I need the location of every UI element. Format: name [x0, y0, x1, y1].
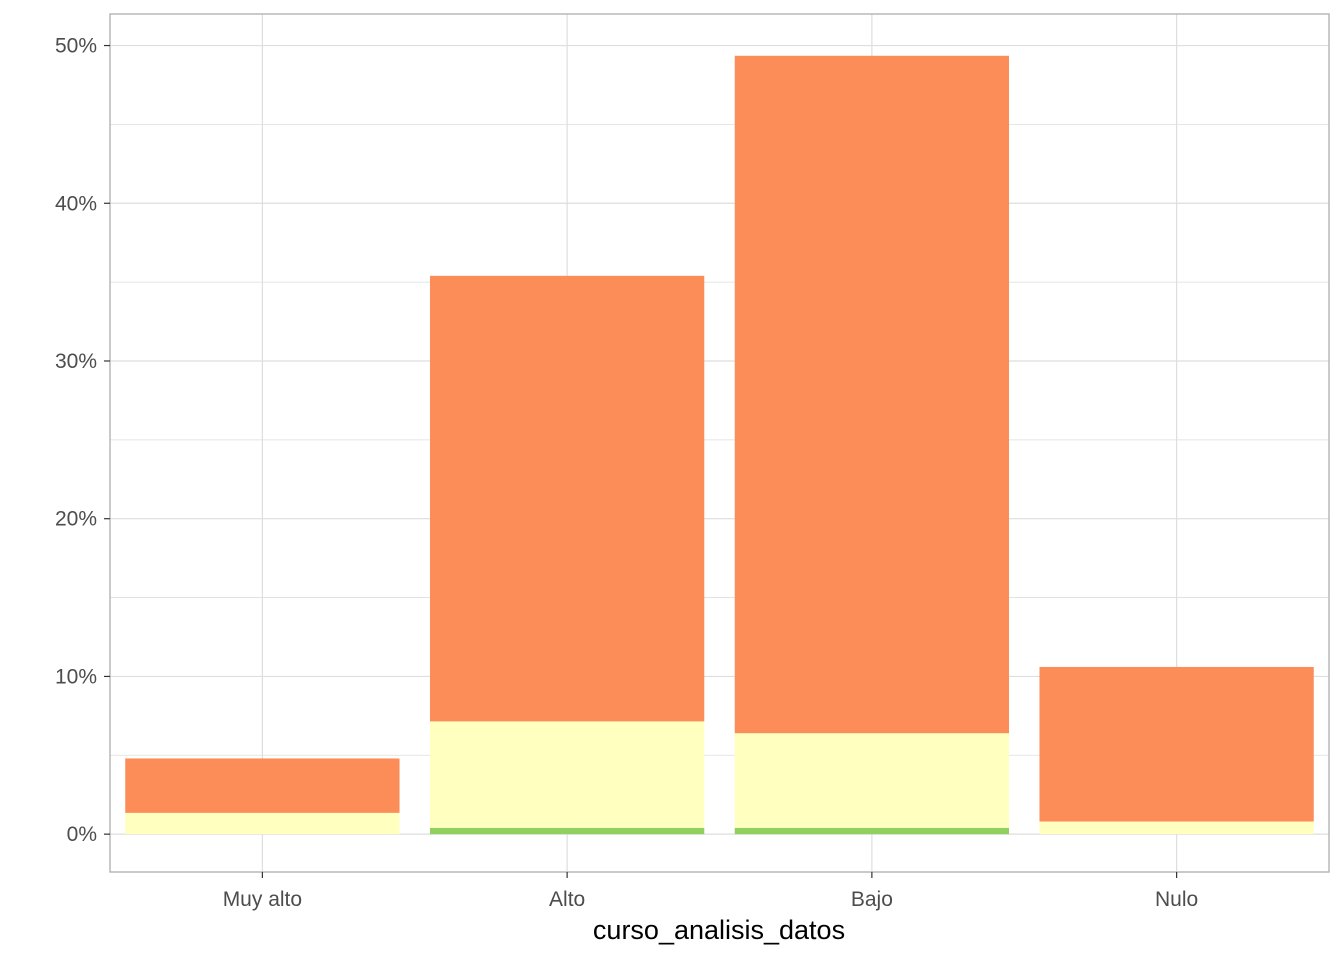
minor-gridlines [110, 124, 1329, 756]
bar-segment [429, 275, 705, 722]
y-tick-label: 10% [55, 665, 97, 688]
bar-segment [734, 733, 1010, 828]
bars-group [125, 55, 1314, 835]
x-axis-title: curso_analisis_datos [593, 915, 845, 945]
panel-border [109, 13, 1330, 873]
bar-segment [1039, 666, 1314, 822]
bar-segment [125, 812, 400, 835]
y-tick-label: 0% [67, 823, 97, 846]
bar-segment [734, 55, 1010, 734]
x-tick-label: Alto [549, 888, 585, 911]
bar-segment [125, 758, 400, 813]
y-axis-ticks: 0% 10% 20% 30% 40% 50% [55, 35, 110, 846]
bar-segment [429, 721, 705, 828]
x-tick-label: Muy alto [223, 888, 302, 911]
x-tick-label: Bajo [851, 888, 893, 911]
x-tick-label: Nulo [1155, 888, 1198, 911]
bar-segment [1039, 821, 1314, 835]
bar-segment [734, 827, 1010, 835]
y-tick-label: 30% [55, 350, 97, 373]
x-axis-ticks: Muy alto Alto Bajo Nulo [223, 872, 1198, 911]
y-tick-label: 40% [55, 192, 97, 215]
y-tick-label: 20% [55, 508, 97, 531]
y-tick-label: 50% [55, 35, 97, 58]
bar-segment [429, 827, 705, 835]
